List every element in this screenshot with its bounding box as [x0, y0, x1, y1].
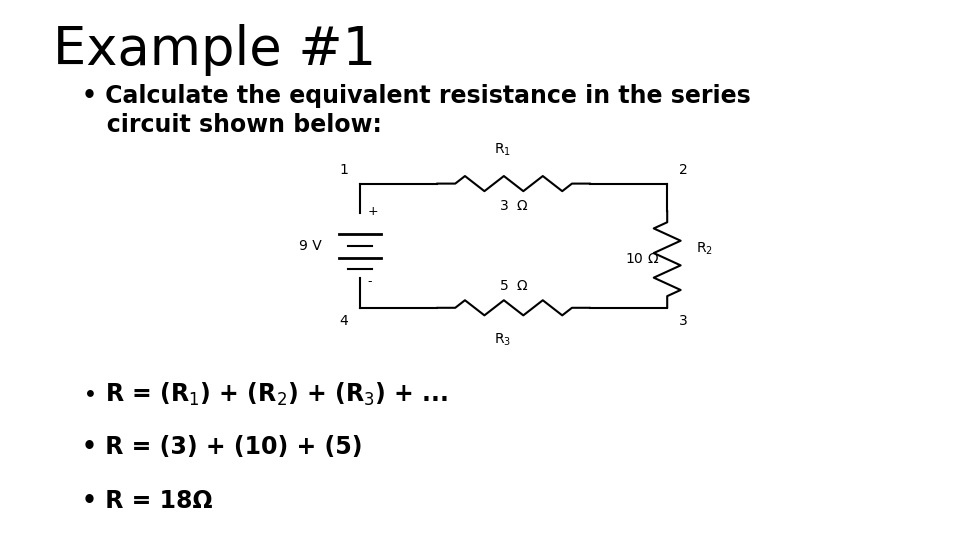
Text: circuit shown below:: circuit shown below:: [82, 113, 381, 137]
Text: 2: 2: [679, 163, 687, 177]
Text: $\bullet$ R = (R$_1$) + (R$_2$) + (R$_3$) + ...: $\bullet$ R = (R$_1$) + (R$_2$) + (R$_3$…: [82, 381, 448, 408]
Text: 10 $\Omega$: 10 $\Omega$: [625, 252, 660, 266]
Text: 3  $\Omega$: 3 $\Omega$: [498, 199, 529, 213]
Text: 1: 1: [340, 163, 348, 177]
Text: R$_1$: R$_1$: [493, 141, 511, 158]
Text: • Calculate the equivalent resistance in the series: • Calculate the equivalent resistance in…: [82, 84, 751, 107]
Text: 9 V: 9 V: [299, 239, 322, 253]
Text: R$_2$: R$_2$: [696, 240, 713, 256]
Text: -: -: [368, 275, 372, 288]
Text: • R = (3) + (10) + (5): • R = (3) + (10) + (5): [82, 435, 362, 458]
Text: 4: 4: [340, 314, 348, 328]
Text: • R = 18Ω: • R = 18Ω: [82, 489, 212, 512]
Text: +: +: [368, 205, 378, 218]
Text: 5  $\Omega$: 5 $\Omega$: [498, 279, 529, 293]
Text: R$_3$: R$_3$: [493, 332, 511, 348]
Text: 3: 3: [679, 314, 687, 328]
Text: Example #1: Example #1: [53, 24, 376, 76]
